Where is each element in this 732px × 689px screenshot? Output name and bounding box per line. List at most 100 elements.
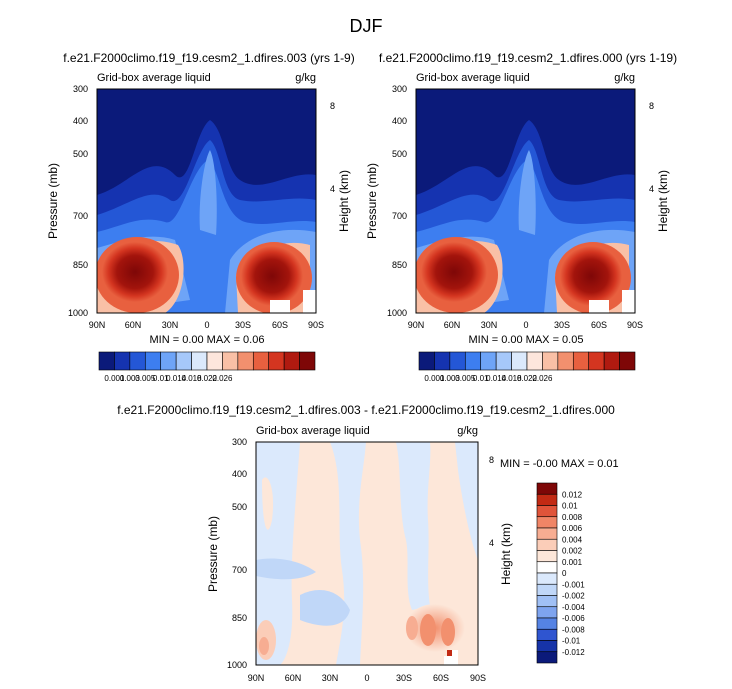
colorbar-label: 0.003	[440, 374, 461, 383]
x-tick-label: 0	[204, 320, 209, 330]
x-ticks: 90N 60N 30N 0 30S 60S 90S	[89, 320, 324, 330]
colorbar-swatch	[418, 351, 435, 371]
units-label: g/kg	[295, 72, 316, 84]
y-tick-label: 700	[73, 211, 88, 221]
colorbar: 0.012 0.01 0.008 0.006 0.004 0.002 0.001 0 -0.00…	[536, 482, 585, 664]
colorbar-swatch	[619, 351, 636, 371]
colorbar-label: 0.01	[473, 374, 489, 383]
x-tick-label: 60N	[444, 320, 461, 330]
colorbar-label: 0.026	[212, 374, 233, 383]
page-title: DJF	[350, 16, 383, 36]
colorbar-label: -0.002	[562, 592, 585, 601]
y-tick-label: 700	[392, 211, 407, 221]
y-tick-label: 300	[73, 84, 88, 94]
colorbar-swatch	[480, 351, 497, 371]
colorbar-swatch	[283, 351, 300, 371]
colorbar-label: 0.018	[182, 374, 203, 383]
panel-title: f.e21.F2000climo.f19_f19.cesm2_1.dfires.…	[63, 51, 354, 65]
contour-field	[416, 89, 635, 313]
panel-title: f.e21.F2000climo.f19_f19.cesm2_1.dfires.…	[379, 51, 677, 65]
colorbar-swatch	[536, 595, 558, 608]
colorbar-swatch	[536, 550, 558, 563]
colorbar-swatch	[536, 516, 558, 529]
y-tick-label: 1000	[387, 308, 407, 318]
y2-ticks: 8 4	[330, 101, 335, 194]
x-tick-label: 30S	[235, 320, 251, 330]
colorbar-swatch	[536, 482, 558, 495]
panel-top-right: f.e21.F2000climo.f19_f19.cesm2_1.dfires.…	[365, 51, 677, 383]
colorbar-swatch	[536, 527, 558, 540]
y-tick-label: 300	[232, 437, 247, 447]
x-tick-label: 60S	[272, 320, 288, 330]
y-tick-label: 1000	[68, 308, 88, 318]
y2-axis-label: Height (km)	[499, 523, 513, 585]
x-tick-label: 60N	[285, 673, 302, 683]
units-label: g/kg	[457, 425, 478, 437]
x-tick-label: 90N	[89, 320, 106, 330]
colorbar-swatch	[191, 351, 208, 371]
colorbar-label: 0.001	[562, 558, 583, 567]
colorbar-swatch	[588, 351, 605, 371]
colorbar-label: 0.003	[120, 374, 141, 383]
left-label: Grid-box average liquid	[256, 425, 370, 437]
y-axis-label: Pressure (mb)	[206, 516, 220, 592]
units-label: g/kg	[614, 72, 635, 84]
colorbar-swatch	[536, 493, 558, 506]
y2-tick-label: 8	[649, 101, 654, 111]
y2-ticks: 8 4	[649, 101, 654, 194]
colorbar-swatch	[536, 617, 558, 630]
colorbar-swatch	[557, 351, 574, 371]
y-tick-label: 1000	[227, 660, 247, 670]
y2-tick-label: 4	[330, 184, 335, 194]
colorbar-label: 0.002	[562, 547, 583, 556]
colorbar-label: 0.005	[455, 374, 476, 383]
x-tick-label: 90S	[470, 673, 486, 683]
y2-ticks: 8 4	[489, 455, 494, 548]
colorbar-swatch	[144, 351, 162, 371]
panel-top-left: f.e21.F2000climo.f19_f19.cesm2_1.dfires.…	[46, 51, 355, 383]
y-axis-label: Pressure (mb)	[365, 163, 379, 239]
colorbar-swatch	[536, 538, 558, 551]
colorbar-label: 0.026	[532, 374, 553, 383]
stats-label: MIN = -0.00 MAX = 0.01	[500, 458, 619, 470]
colorbar-swatch	[98, 351, 115, 371]
x-tick-label: 60N	[125, 320, 142, 330]
colorbar-label: 0.005	[135, 374, 156, 383]
colorbar-swatch	[464, 351, 482, 371]
colorbar-label: 0.001	[104, 374, 125, 383]
x-tick-label: 30N	[481, 320, 498, 330]
panel-difference: f.e21.F2000climo.f19_f19.cesm2_1.dfires.…	[117, 403, 618, 683]
colorbar-label: 0.012	[562, 490, 583, 499]
y-ticks: 300 400 500 700 850 1000	[68, 84, 88, 318]
colorbar-swatch	[536, 606, 558, 619]
colorbar-swatch	[536, 628, 558, 641]
colorbar-label: 0.01	[562, 502, 578, 511]
contour-field	[97, 89, 316, 313]
x-tick-label: 0	[364, 673, 369, 683]
colorbar-label: -0.004	[562, 603, 585, 612]
colorbar-label: 0.001	[424, 374, 445, 383]
x-tick-label: 90S	[308, 320, 324, 330]
y2-tick-label: 4	[649, 184, 654, 194]
colorbar-label: 0.022	[197, 374, 218, 383]
colorbar-swatch	[268, 351, 285, 371]
colorbar-swatch	[129, 351, 146, 371]
y-tick-label: 850	[392, 260, 407, 270]
y-tick-label: 500	[73, 149, 88, 159]
y2-axis-label: Height (km)	[656, 170, 670, 232]
colorbar-swatch	[237, 351, 254, 371]
colorbar-label: 0.018	[502, 374, 523, 383]
colorbar-swatch	[536, 561, 558, 574]
colorbar-label: 0.01	[153, 374, 169, 383]
x-tick-label: 90N	[248, 673, 265, 683]
panel-title: f.e21.F2000climo.f19_f19.cesm2_1.dfires.…	[117, 403, 615, 417]
colorbar-swatch	[222, 351, 239, 371]
y2-axis-label: Height (km)	[337, 170, 351, 232]
colorbar-swatch	[536, 505, 558, 518]
x-ticks: 90N 60N 30N 0 30S 60S 90S	[248, 673, 486, 683]
y-tick-label: 400	[73, 116, 88, 126]
x-tick-label: 30S	[396, 673, 412, 683]
y-tick-label: 850	[73, 260, 88, 270]
